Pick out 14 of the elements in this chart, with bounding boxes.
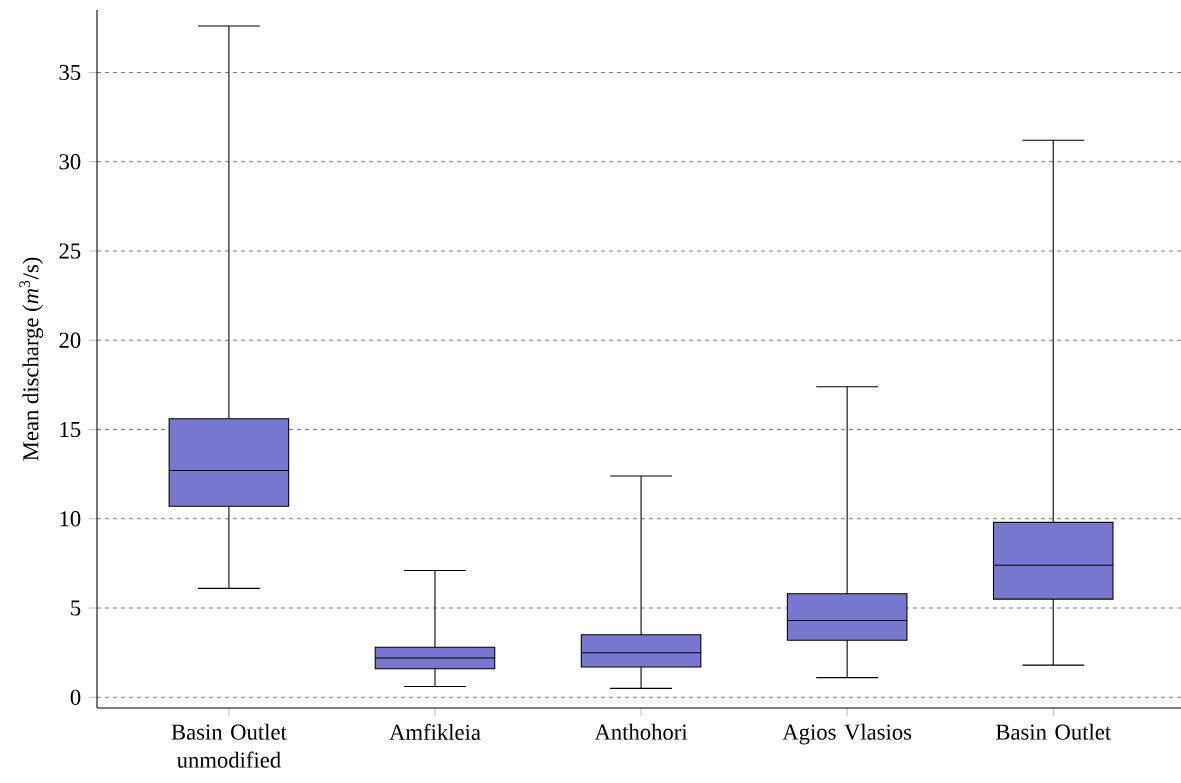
y-tick-label: 35 <box>59 64 81 81</box>
y-tick-label: 5 <box>71 600 81 616</box>
x-tick-label: Agios Vlasios <box>782 723 912 745</box>
y-axis-title: Mean discharge (m$^{3}$/s) <box>19 257 44 461</box>
y-tick-label: 0 <box>70 689 81 705</box>
y-tick-label: 20 <box>59 332 81 348</box>
y-tick-label: 30 <box>59 154 81 170</box>
y-tick-label: 10 <box>60 511 81 527</box>
y-tick-label: 25 <box>59 243 81 259</box>
x-tick-label: Amfikleia <box>389 723 481 741</box>
y-tick-label: 15 <box>60 421 81 438</box>
x-tick-label: Basin Outlet <box>995 723 1112 740</box>
x-tick-label: Basin Outlet unmodified <box>171 723 287 768</box>
x-tick-label: Anthohori <box>594 723 688 740</box>
